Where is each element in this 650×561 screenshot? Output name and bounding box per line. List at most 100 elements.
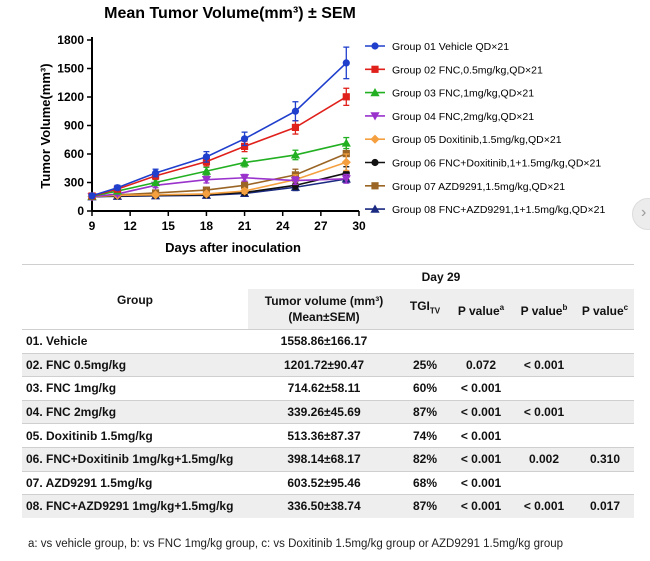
series-02 (88, 87, 350, 200)
data-point (341, 175, 351, 184)
legend-item: Group 05 Doxitinib,1.5mg/kg,QD×21 (365, 134, 562, 146)
legend-item: Group 01 Vehicle QD×21 (365, 41, 509, 53)
y-tick-label: 1800 (57, 33, 84, 47)
legend-item: Group 08 FNC+AZD9291,1+1.5mg/kg,QD×21 (365, 204, 605, 216)
header-p-value-c: P valuec (576, 289, 634, 330)
cell-p-value-c (576, 423, 634, 448)
legend-label: Group 06 FNC+Doxitinib,1+1.5mg/kg,QD×21 (392, 158, 601, 170)
legend-marker (371, 42, 379, 50)
table-row: 06. FNC+Doxitinib 1mg/kg+1.5mg/kg 398.14±… (22, 446, 634, 472)
legend-marker (371, 65, 379, 73)
legend-marker (371, 158, 379, 167)
table-row: 07. AZD9291 1.5mg/kg 603.52±95.46 68% < 0.0… (22, 470, 634, 495)
x-tick-label: 21 (238, 219, 252, 233)
y-tick-label: 600 (64, 147, 84, 161)
cell-p-value-c (576, 352, 634, 377)
x-tick-label: 24 (276, 219, 290, 233)
y-tick-label: 300 (64, 176, 84, 190)
legend-marker (370, 112, 380, 121)
legend-marker (370, 88, 380, 97)
cell-p-value-a: < 0.001 (450, 470, 512, 495)
data-point (201, 189, 212, 199)
data-point (202, 153, 211, 161)
table-row: 05. Doxitinib 1.5mg/kg 513.36±87.37 74% < 0… (22, 423, 634, 448)
cell-p-value-a: < 0.001 (450, 446, 512, 472)
cell-group: 03. FNC 1mg/kg (22, 376, 248, 401)
cell-tgi: 87% (400, 494, 450, 518)
cell-tgi: 25% (400, 352, 450, 377)
data-point (342, 59, 350, 67)
cell-group: 02. FNC 0.5mg/kg (22, 352, 248, 377)
data-point (150, 190, 161, 200)
tumor-volume-chart: Mean Tumor Volume(mm³) ± SEM Tumor Volum… (38, 5, 605, 255)
cell-p-value-b (512, 423, 576, 448)
series-01 (88, 46, 350, 200)
cell-volume: 603.52±95.46 (248, 470, 400, 495)
cell-p-value-a: 0.072 (450, 352, 512, 377)
cell-p-value-c: 0.017 (576, 494, 634, 518)
results-table: Group Day 29 Tumor volume (mm³) (Mean±SE… (22, 264, 634, 518)
cell-tgi: 82% (400, 446, 450, 472)
table-row: 02. FNC 0.5mg/kg 1201.72±90.47 25% 0.072 < 0… (22, 352, 634, 377)
cell-group: 07. AZD9291 1.5mg/kg (22, 470, 248, 495)
header-tumor-volume: Tumor volume (mm³) (Mean±SEM) (248, 289, 400, 330)
data-point (342, 93, 350, 101)
cell-volume: 513.36±87.37 (248, 423, 400, 448)
data-point (291, 107, 300, 115)
y-tick-label: 0 (77, 204, 84, 218)
data-point (113, 184, 122, 192)
y-axis-label: Tumor Volume(mm³) (38, 63, 53, 188)
legend-label: Group 08 FNC+AZD9291,1+1.5mg/kg,QD×21 (392, 204, 605, 216)
cell-tgi (400, 329, 450, 354)
cell-p-value-b: 0.002 (512, 446, 576, 472)
data-point (201, 176, 212, 185)
data-point (291, 181, 300, 189)
legend-label: Group 02 FNC,0.5mg/kg,QD×21 (392, 64, 543, 76)
data-point (290, 177, 301, 186)
cell-p-value-b (512, 470, 576, 495)
cell-group: 05. Doxitinib 1.5mg/kg (22, 423, 248, 448)
cell-p-value-c (576, 329, 634, 354)
legend-marker (371, 182, 379, 190)
table-footnote: a: vs vehicle group, b: vs FNC 1mg/kg gr… (28, 538, 564, 550)
data-point (341, 138, 351, 147)
data-point (239, 186, 250, 196)
legend-label: Group 05 Doxitinib,1.5mg/kg,QD×21 (392, 134, 562, 146)
x-tick-label: 30 (352, 219, 366, 233)
table-row: 03. FNC 1mg/kg 714.62±58.11 60% < 0.001 (22, 376, 634, 401)
cell-p-value-a: < 0.001 (450, 399, 512, 424)
cell-volume: 1201.72±90.47 (248, 352, 400, 377)
cell-volume: 336.50±38.74 (248, 494, 400, 518)
legend-item: Group 03 FNC,1mg/kg,QD×21 (365, 88, 534, 100)
day-label: Day 29 (421, 270, 461, 284)
cell-tgi: 60% (400, 376, 450, 401)
x-tick-label: 18 (200, 219, 214, 233)
table-row: 08. FNC+AZD9291 1mg/kg+1.5mg/kg 336.50±38… (22, 494, 634, 518)
x-tick-label: 15 (162, 219, 176, 233)
cell-p-value-c: 0.310 (576, 446, 634, 472)
y-tick-label: 1200 (57, 90, 84, 104)
cell-p-value-b: < 0.001 (512, 352, 576, 377)
chart-axes: 0 300 600 900 1200 1500 1800 9 12 15 18 21 24 27 30 (57, 33, 366, 233)
cell-p-value-c (576, 470, 634, 495)
cell-volume: 714.62±58.11 (248, 376, 400, 401)
cell-group: 08. FNC+AZD9291 1mg/kg+1.5mg/kg (22, 494, 248, 518)
x-tick-label: 9 (89, 219, 96, 233)
cell-group: 01. Vehicle (22, 329, 248, 354)
table-row: 04. FNC 2mg/kg 339.26±45.69 87% < 0.001 < 0.… (22, 399, 634, 424)
data-point (88, 192, 96, 200)
data-point (201, 166, 212, 175)
chart-series (87, 46, 351, 202)
data-point (240, 181, 249, 189)
header-p-value-b: P valueb (512, 289, 576, 330)
data-point (291, 123, 300, 131)
data-point (240, 142, 249, 150)
cell-group: 04. FNC 2mg/kg (22, 399, 248, 424)
legend-label: Group 07 AZD9291,1.5mg/kg,QD×21 (392, 181, 565, 193)
data-point (239, 157, 250, 167)
legend-item: Group 07 AZD9291,1.5mg/kg,QD×21 (365, 181, 565, 193)
cell-p-value-b: < 0.001 (512, 494, 576, 518)
cell-tgi: 74% (400, 423, 450, 448)
header-group: Group (117, 293, 153, 307)
legend-item: Group 02 FNC,0.5mg/kg,QD×21 (365, 64, 543, 76)
